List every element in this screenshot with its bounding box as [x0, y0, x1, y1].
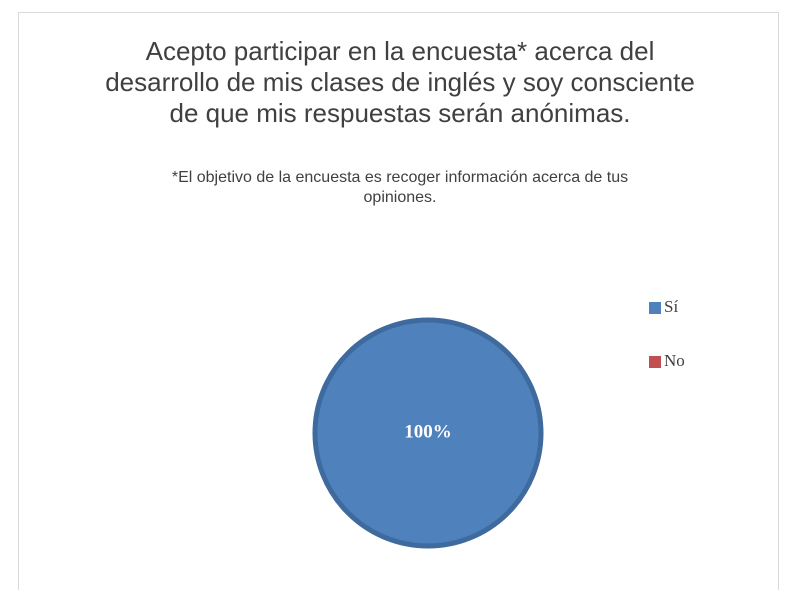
chart-frame [18, 12, 779, 590]
pie-slice [312, 317, 544, 549]
legend-label: No [664, 351, 685, 370]
data-label: 100% [404, 421, 452, 442]
legend-label: Sí [664, 297, 678, 316]
chart-subtitle: *El objetivo de la encuesta es recoger i… [171, 169, 629, 206]
legend-swatch [649, 302, 661, 314]
chart-title: Acepto participar en la encuesta* acerca… [105, 36, 695, 128]
legend-swatch [649, 356, 661, 368]
